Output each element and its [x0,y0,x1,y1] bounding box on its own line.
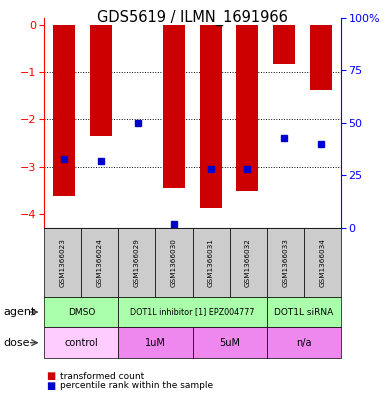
Bar [200,25,222,208]
Text: dose: dose [4,338,30,348]
Bar [273,25,295,64]
Text: GDS5619 / ILMN_1691966: GDS5619 / ILMN_1691966 [97,10,288,26]
Text: control: control [64,338,98,348]
Text: agent: agent [4,307,36,317]
Text: percentile rank within the sample: percentile rank within the sample [60,382,213,390]
Bar [90,25,112,136]
Text: GSM1366023: GSM1366023 [60,238,66,287]
Text: transformed count: transformed count [60,372,144,381]
Bar [310,25,331,90]
Text: GSM1366033: GSM1366033 [282,238,288,287]
Text: GSM1366030: GSM1366030 [171,238,177,287]
Text: ■: ■ [46,371,55,382]
Bar [236,25,258,191]
Text: 1uM: 1uM [145,338,166,348]
Text: DOT1L siRNA: DOT1L siRNA [274,308,333,316]
Text: n/a: n/a [296,338,311,348]
Text: GSM1366029: GSM1366029 [134,238,140,287]
Bar [54,25,75,196]
Text: 5uM: 5uM [219,338,240,348]
Text: GSM1366032: GSM1366032 [245,238,251,287]
Bar [163,25,185,188]
Text: GSM1366031: GSM1366031 [208,238,214,287]
Text: ■: ■ [46,381,55,391]
Text: GSM1366024: GSM1366024 [97,238,103,287]
Text: DMSO: DMSO [68,308,95,316]
Text: DOT1L inhibitor [1] EPZ004777: DOT1L inhibitor [1] EPZ004777 [130,308,255,316]
Text: GSM1366034: GSM1366034 [319,238,325,287]
